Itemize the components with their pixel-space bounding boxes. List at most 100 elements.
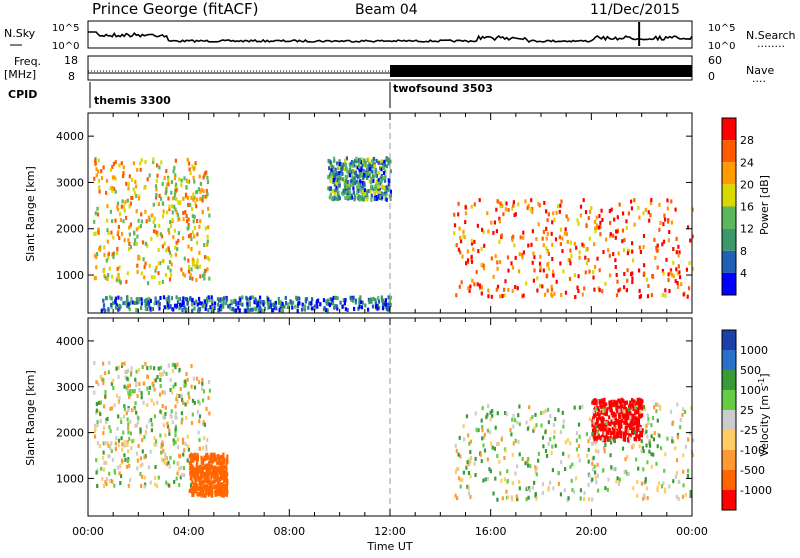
echo-cell — [113, 186, 116, 191]
echo-cell — [532, 251, 535, 256]
echo-cell — [120, 204, 123, 209]
echo-cell — [141, 462, 144, 467]
echo-cell — [104, 371, 107, 376]
echo-cell — [93, 219, 96, 224]
echo-cell — [95, 265, 98, 270]
echo-cell — [185, 192, 188, 197]
echo-cell — [627, 438, 630, 443]
echo-cell — [203, 243, 206, 247]
echo-cell — [182, 236, 185, 241]
echo-cell — [135, 227, 138, 232]
echo-cell — [361, 180, 364, 185]
echo-cell — [190, 458, 193, 463]
echo-cell — [104, 275, 107, 280]
echo-cell — [512, 203, 515, 208]
echo-cell — [505, 412, 508, 417]
echo-cell — [482, 263, 485, 268]
echo-cell — [661, 292, 664, 297]
echo-cell — [107, 231, 110, 236]
echo-cell — [112, 386, 115, 390]
echo-cell — [349, 182, 352, 187]
echo-cell — [102, 303, 106, 308]
echo-cell — [588, 269, 591, 274]
echo-cell — [187, 244, 190, 249]
echo-cell — [333, 158, 336, 163]
echo-cell — [199, 181, 202, 186]
echo-cell — [655, 409, 658, 414]
noise-right-bottom: 10^0 — [708, 41, 735, 52]
echo-cell — [633, 416, 636, 421]
echo-cell — [182, 217, 185, 222]
echo-cell — [627, 472, 630, 477]
echo-cell — [193, 226, 196, 230]
echo-cell — [650, 198, 653, 202]
echo-cell — [674, 446, 677, 451]
echo-cell — [201, 386, 204, 391]
echo-cell — [200, 187, 203, 192]
echo-cell — [340, 191, 344, 196]
echo-cell — [175, 210, 178, 215]
echo-cell — [167, 295, 170, 300]
echo-cell — [169, 413, 172, 418]
echo-cell — [209, 487, 212, 492]
echo-cell — [174, 365, 177, 370]
echo-cell — [677, 253, 680, 258]
echo-cell — [555, 279, 558, 284]
echo-cell — [171, 362, 174, 367]
echo-cell — [364, 303, 367, 308]
echo-cell — [222, 452, 225, 457]
echo-cell — [141, 438, 144, 443]
echo-cell — [286, 305, 289, 310]
echo-cell — [136, 234, 139, 239]
echo-cell — [123, 440, 126, 444]
echo-cell — [487, 403, 490, 408]
echo-cell — [159, 196, 163, 201]
echo-cell — [569, 464, 572, 469]
power-colorbar-swatch — [722, 228, 736, 251]
echo-cell — [125, 181, 128, 186]
echo-cell — [455, 448, 458, 453]
echo-cell — [513, 418, 516, 423]
velocity-colorbar-swatch — [722, 450, 736, 470]
echo-cell — [137, 368, 141, 373]
echo-cell — [338, 196, 341, 201]
echo-cell — [126, 442, 129, 447]
echo-cell — [123, 404, 126, 409]
echo-cell — [111, 457, 114, 462]
echo-cell — [677, 496, 680, 501]
echo-cell — [174, 440, 177, 445]
echo-cell — [158, 372, 161, 377]
echo-cell — [538, 203, 541, 208]
echo-cell — [127, 422, 130, 427]
echo-cell — [584, 210, 588, 215]
echo-cell — [166, 424, 170, 429]
echo-cell — [161, 404, 164, 408]
echo-cell — [227, 304, 230, 309]
echo-cell — [132, 407, 135, 412]
echo-cell — [127, 483, 130, 488]
velocity-colorbar-swatch — [722, 430, 736, 450]
echo-cell — [274, 303, 277, 308]
echo-cell — [260, 308, 263, 313]
echo-cell — [269, 299, 272, 304]
echo-cell — [96, 206, 99, 211]
echo-cell — [380, 167, 383, 172]
echo-cell — [117, 307, 120, 312]
echo-cell — [686, 294, 689, 299]
echo-cell — [631, 241, 634, 246]
echo-cell — [150, 418, 153, 422]
echo-cell — [632, 443, 635, 448]
echo-cell — [513, 243, 516, 248]
echo-cell — [121, 362, 124, 366]
echo-cell — [564, 290, 568, 295]
echo-cell — [575, 431, 579, 436]
echo-cell — [178, 467, 181, 471]
echo-cell — [366, 176, 369, 180]
echo-cell — [641, 429, 644, 434]
echo-cell — [140, 212, 143, 217]
echo-cell — [152, 401, 155, 406]
echo-cell — [122, 414, 126, 419]
echo-cell — [688, 431, 692, 436]
echo-cell — [158, 306, 161, 311]
echo-cell — [554, 237, 558, 242]
